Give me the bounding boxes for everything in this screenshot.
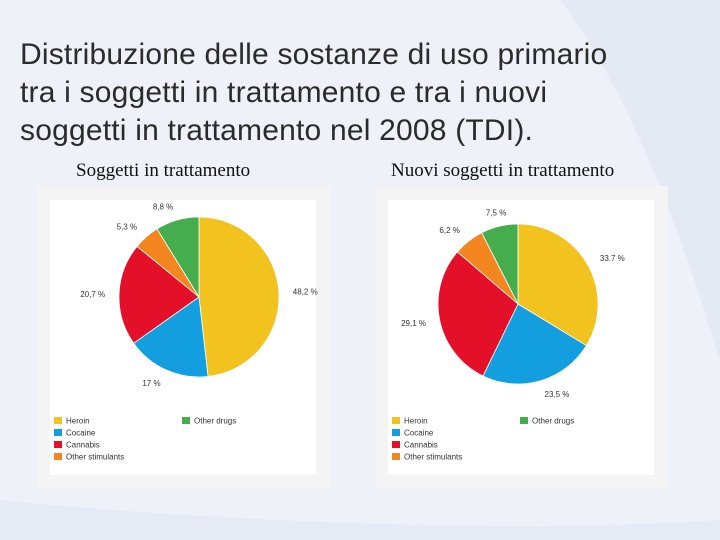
legend-item-other-drugs: Other drugs xyxy=(182,416,236,425)
chart-frame: 33.7 % 23,5 % 29,1 % 6,2 % 7,5 % Heroin Other… xyxy=(388,200,654,475)
data-label-other-stimulants: 5,3 % xyxy=(117,222,137,231)
legend-item-heroin: Heroin xyxy=(392,416,428,425)
legend-label: Other drugs xyxy=(532,416,575,426)
title-line: Distribuzione delle sostanze di uso prim… xyxy=(20,38,608,71)
legend-swatch xyxy=(54,453,62,461)
chart-panel-right: 33.7 % 23,5 % 29,1 % 6,2 % 7,5 % Heroin Other… xyxy=(376,186,668,488)
legend-swatch xyxy=(54,417,62,425)
legend-item-other-stimulants: Other stimulants xyxy=(54,452,124,461)
pie-slice-other-drugs xyxy=(156,216,200,299)
data-label-other-stimulants: 6,2 % xyxy=(439,226,459,235)
legend-label: Cannabis xyxy=(66,440,100,450)
data-label-cannabis: 29,1 % xyxy=(401,319,426,328)
legend-swatch xyxy=(392,429,400,437)
pie-slice-heroin xyxy=(517,223,599,347)
chart-panel-left: 48,2 % 17 % 20,7 % 5,3 % 8,8 % Heroin Other d… xyxy=(38,186,330,488)
data-label-cocaine: 17 % xyxy=(142,379,160,388)
legend-label: Cocaine xyxy=(404,428,434,438)
pie-slice-cocaine xyxy=(482,303,587,385)
legend-swatch xyxy=(520,417,528,425)
legend-swatch xyxy=(392,441,400,449)
legend-item-cocaine: Cocaine xyxy=(54,428,95,437)
legend-item-other-drugs: Other drugs xyxy=(520,416,574,425)
pie-slice-other-drugs xyxy=(481,223,519,305)
data-label-heroin: 48,2 % xyxy=(293,288,318,297)
legend-label: Cannabis xyxy=(404,440,438,450)
legend-item-cannabis: Cannabis xyxy=(54,440,100,449)
legend-label: Heroin xyxy=(66,416,90,426)
legend-label: Other drugs xyxy=(194,416,237,426)
legend-item-cannabis: Cannabis xyxy=(392,440,438,449)
data-label-other-drugs: 8,8 % xyxy=(153,203,173,212)
legend-label: Heroin xyxy=(404,416,428,426)
legend-swatch xyxy=(54,441,62,449)
data-label-cocaine: 23,5 % xyxy=(545,390,570,399)
legend-swatch xyxy=(182,417,190,425)
chart-frame: 48,2 % 17 % 20,7 % 5,3 % 8,8 % Heroin Other d… xyxy=(50,200,318,476)
pie-chart-right: 33.7 % 23,5 % 29,1 % 6,2 % 7,5 % xyxy=(401,209,625,400)
pie-slice-heroin xyxy=(198,216,280,377)
title-line: soggetti in trattamento nel 2008 (TDI). xyxy=(20,114,534,147)
pie-slice-cannabis xyxy=(437,251,519,377)
legend-swatch xyxy=(392,453,400,461)
legend-label: Other stimulants xyxy=(404,452,463,462)
data-label-heroin: 33.7 % xyxy=(600,254,625,263)
legend-swatch xyxy=(54,429,62,437)
chart-legend-left: Heroin Other drugs Cocaine Cannabis Other st… xyxy=(54,416,312,476)
chart-title-left: Soggetti in trattamento xyxy=(76,160,251,181)
legend-swatch xyxy=(392,417,400,425)
data-label-cannabis: 20,7 % xyxy=(80,290,105,299)
legend-item-other-stimulants: Other stimulants xyxy=(392,452,462,461)
slide-title: Distribuzione delle sostanze di uso prim… xyxy=(20,36,710,150)
chart-legend-right: Heroin Other drugs Cocaine Cannabis Other st… xyxy=(392,416,650,476)
legend-item-heroin: Heroin xyxy=(54,416,90,425)
pie-chart-left: 48,2 % 17 % 20,7 % 5,3 % 8,8 % xyxy=(80,203,318,388)
legend-item-cocaine: Cocaine xyxy=(392,428,433,437)
data-label-other-drugs: 7,5 % xyxy=(486,209,506,218)
legend-label: Other stimulants xyxy=(66,452,125,462)
title-line: tra i soggetti in trattamento e tra i nu… xyxy=(20,76,548,109)
pie-slice-cocaine xyxy=(133,296,209,378)
legend-label: Cocaine xyxy=(66,428,96,438)
pie-slice-cannabis xyxy=(118,245,200,344)
chart-title-right: Nuovi soggetti in trattamento xyxy=(391,160,615,181)
